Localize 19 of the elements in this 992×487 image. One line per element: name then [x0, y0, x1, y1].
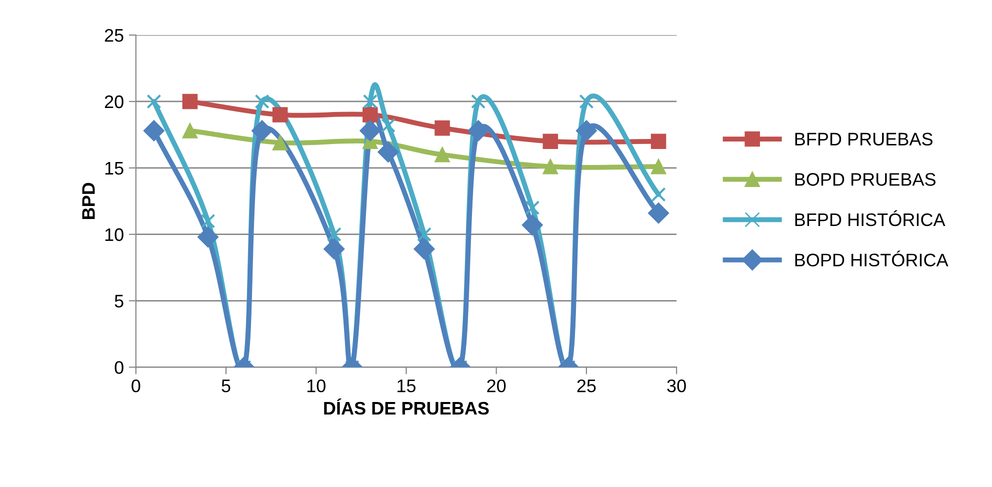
legend-label: BFPD HISTÓRICA [795, 210, 946, 226]
x-axis-title: DÍAS DE PRUEBAS [324, 398, 489, 415]
x-tick-label: 0 [132, 379, 140, 392]
x-tick-label: 30 [667, 379, 686, 392]
x-tick-label: 5 [222, 380, 230, 392]
y-tick-label: 20 [104, 95, 124, 108]
x-tick-label: 10 [307, 379, 326, 392]
y-tick-label: 15 [105, 162, 124, 175]
x-tick-label: 25 [577, 379, 596, 392]
y-tick-label: 5 [114, 294, 124, 308]
y-tick-label: 10 [105, 228, 124, 242]
x-tick-label: 20 [487, 379, 506, 392]
legend-label: BOPD HISTÓRICA [795, 250, 948, 266]
x-tick-label: 15 [398, 380, 416, 392]
y-tick-label: 0 [114, 361, 124, 374]
legend-label: BFPD PRUEBAS [795, 132, 932, 146]
y-axis-title: BPD [82, 182, 95, 219]
y-tick-label: 25 [104, 29, 124, 42]
legend-label: BOPD PRUEBAS [795, 173, 936, 186]
